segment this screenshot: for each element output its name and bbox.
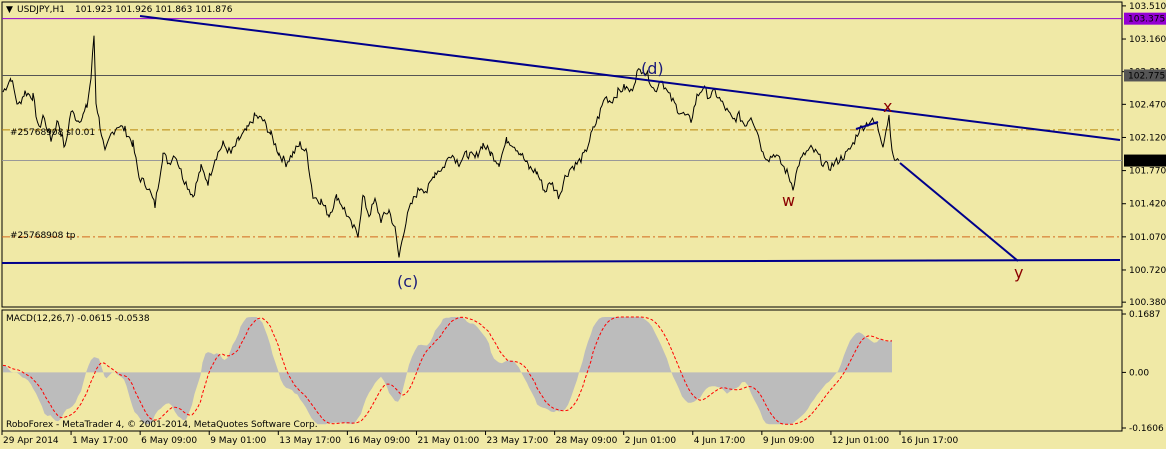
price-series	[2, 35, 900, 258]
symbol-label: USDJPY,H1	[17, 5, 65, 15]
sl-label: #25768908 sl	[10, 128, 73, 138]
price-tick-label: 101.070	[1129, 233, 1166, 243]
menu-arrow-icon[interactable]: ▼	[6, 5, 13, 15]
price-tick-label: 103.160	[1129, 35, 1166, 45]
time-tick-label: 4 Jun 17:00	[694, 436, 746, 446]
time-tick-label: 9 Jun 09:00	[763, 436, 815, 446]
time-tick-label: 29 Apr 2014	[3, 436, 59, 446]
macd-tick-label: -0.1606	[1129, 424, 1164, 434]
ohlc-readout: 101.923 101.926 101.863 101.876	[75, 5, 233, 15]
macd-axis: 0.1687 0.00 -0.1606	[1122, 310, 1164, 434]
price-axis: 103.510103.160102.815102.470102.120101.7…	[1122, 2, 1166, 308]
price-tag-label: 102.775	[1128, 71, 1165, 81]
wave-label-w: w	[782, 191, 795, 210]
projection-line[interactable]	[899, 162, 1019, 262]
time-axis: 29 Apr 2014 1 May 17:00 6 May 09:00 9 May 0…	[1, 431, 958, 446]
time-tick-label: 6 May 09:00	[141, 436, 197, 446]
macd-histogram	[2, 316, 893, 425]
time-tick-label: 12 Jun 01:00	[832, 436, 889, 446]
lower-trendline[interactable]	[1, 259, 1121, 264]
wave-label-c: (c)	[397, 272, 418, 291]
wave-label-y: y	[1014, 263, 1023, 282]
level-lines	[2, 18, 1122, 238]
price-tag-box	[1124, 12, 1166, 25]
macd-pane	[1, 309, 1123, 432]
price-tag-box	[1124, 154, 1166, 167]
tp-label: #25768908 tp	[10, 231, 76, 241]
macd-tick-label: 0.00	[1129, 368, 1149, 378]
price-tick-label: 101.420	[1129, 200, 1166, 210]
macd-signal-line	[2, 316, 893, 425]
wave-label-x: x	[883, 97, 892, 116]
macd-tick-label: 0.1687	[1129, 310, 1161, 320]
upper-trendline[interactable]	[139, 15, 1121, 141]
time-tick-label: 13 May 17:00	[279, 436, 341, 446]
copyright-text: RoboForex - MetaTrader 4, © 2001-2014, M…	[6, 420, 318, 430]
time-tick-label: 28 May 09:00	[556, 436, 618, 446]
time-tick-label: 9 May 01:00	[210, 436, 266, 446]
price-tick-label: 102.120	[1129, 133, 1166, 143]
sl-suffix: 0.01	[75, 128, 95, 138]
time-tick-label: 23 May 17:00	[487, 436, 549, 446]
time-tick-label: 16 Jun 17:00	[901, 436, 958, 446]
time-tick-label: 21 May 01:00	[417, 436, 479, 446]
price-tag-label: 103.375	[1128, 15, 1165, 25]
price-tick-label: 102.470	[1129, 100, 1166, 110]
macd-bars	[3, 317, 892, 425]
wave-label-d: (d)	[641, 59, 664, 78]
price-tags: 103.375 102.775 101.876	[1124, 12, 1166, 167]
price-tick-label: 103.510	[1129, 2, 1166, 12]
time-tick-label: 1 May 17:00	[72, 436, 128, 446]
price-tick-label: 101.770	[1129, 167, 1166, 177]
price-tag-label: 101.876	[1128, 157, 1165, 167]
price-tick-label: 100.720	[1129, 266, 1166, 276]
price-line	[2, 35, 900, 258]
macd-title: MACD(12,26,7) -0.0615 -0.0538	[6, 314, 150, 324]
time-tick-label: 2 Jun 01:00	[625, 436, 677, 446]
x-wave-line[interactable]	[855, 121, 879, 130]
price-tick-label: 100.380	[1129, 298, 1166, 308]
time-tick-label: 16 May 09:00	[348, 436, 410, 446]
price-tag-box	[1124, 69, 1166, 82]
price-pane	[1, 1, 1123, 308]
